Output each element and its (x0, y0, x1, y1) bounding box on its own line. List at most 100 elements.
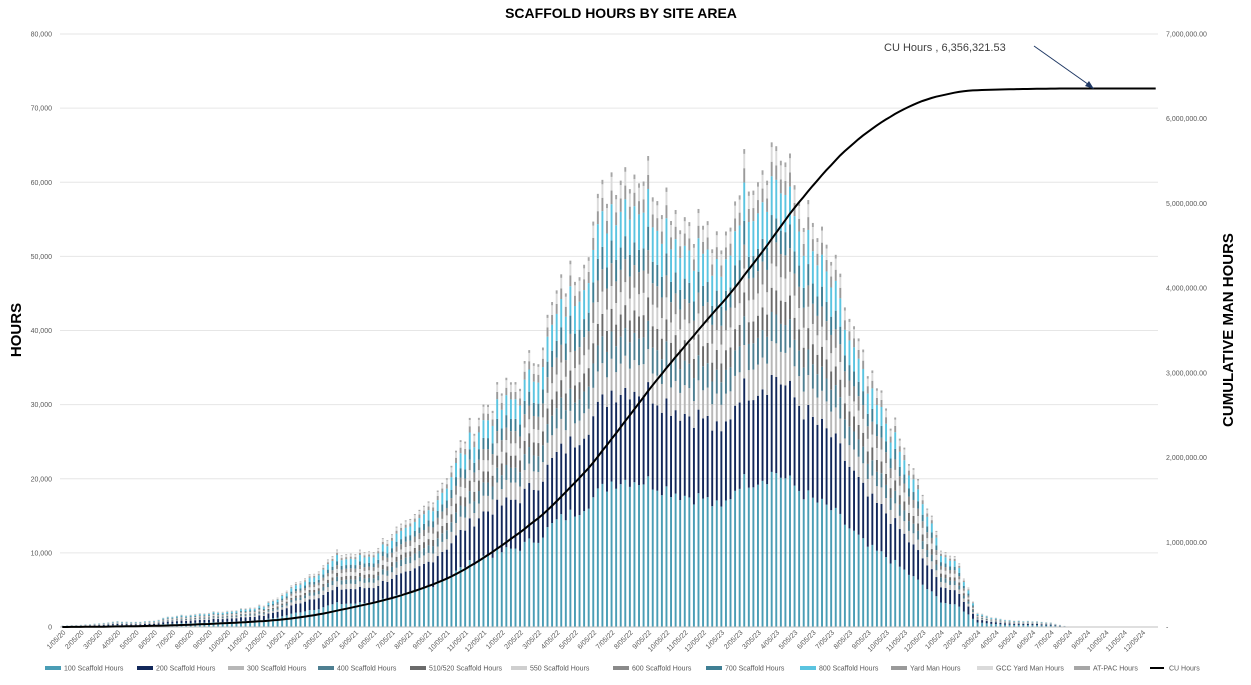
bar-segment (432, 503, 435, 508)
legend-swatch (228, 666, 244, 670)
bar-segment (761, 202, 764, 239)
bar-segment (198, 619, 201, 623)
bar-segment (761, 174, 764, 189)
bar-segment (711, 324, 714, 344)
bar-segment (546, 327, 549, 337)
bar-segment (784, 325, 787, 353)
bar-segment (505, 547, 508, 627)
bar-segment (409, 526, 412, 536)
bar-segment (843, 329, 846, 356)
bar-segment (862, 368, 865, 392)
bar-segment (894, 425, 897, 433)
bar-segment (413, 518, 416, 522)
bar-segment (734, 231, 737, 266)
bar-segment (843, 403, 846, 420)
bar-segment (802, 419, 805, 500)
bar-segment (706, 225, 709, 238)
bar-segment (592, 497, 595, 627)
bar-segment (491, 557, 494, 627)
bar-segment (615, 259, 618, 282)
bar-segment (441, 580, 444, 627)
bar-segment (747, 191, 750, 196)
bar-segment (386, 557, 389, 562)
bar-segment (404, 564, 407, 572)
bar-segment (596, 280, 599, 303)
bar-segment (551, 458, 554, 524)
bar-segment (509, 499, 512, 549)
bar-segment (1004, 620, 1006, 621)
bar-segment (647, 174, 650, 189)
bar-segment (381, 541, 384, 545)
bar-segment (381, 538, 384, 540)
bar-segment (953, 558, 956, 562)
bar-segment (674, 214, 677, 227)
bar-segment (445, 488, 448, 501)
bar-segment (761, 284, 764, 308)
bar-segment (212, 615, 215, 617)
bar-segment (345, 554, 348, 555)
bar-segment (958, 579, 961, 583)
bar-segment (692, 427, 695, 505)
bar-segment (761, 480, 764, 627)
bar-segment (487, 511, 489, 556)
bar-segment (880, 399, 883, 407)
bar-segment (1017, 624, 1020, 627)
bar-segment (372, 582, 375, 589)
bar-segment (267, 607, 270, 609)
bar-segment (221, 615, 224, 617)
bar-segment (317, 571, 320, 573)
bar-segment (285, 603, 288, 606)
bar-segment (404, 520, 407, 522)
bar-segment (523, 454, 526, 471)
bar-segment (628, 189, 631, 194)
bar-segment (747, 487, 750, 627)
bar-segment (450, 575, 453, 627)
bar-segment (985, 617, 988, 619)
x-tick-label: 6/05/22 (577, 629, 599, 651)
bar-segment (473, 513, 476, 527)
bar-segment (889, 442, 892, 459)
bar-segment (395, 526, 398, 528)
bar-segment (564, 306, 567, 317)
bar-segment (610, 481, 613, 627)
bar-segment (326, 579, 329, 584)
bar-segment (807, 285, 810, 307)
bar-segment (688, 303, 691, 324)
bar-segment (633, 174, 636, 180)
bar-segment (889, 436, 892, 443)
bar-segment (935, 550, 938, 555)
bar-segment (317, 572, 320, 574)
bar-segment (834, 507, 837, 627)
bar-segment (368, 551, 371, 553)
bar-segment (606, 288, 608, 310)
bar-segment (267, 608, 270, 611)
bar-segment (866, 393, 869, 414)
bar-segment (606, 233, 608, 268)
bar-segment (514, 482, 517, 500)
bar-segment (647, 250, 650, 274)
bar-segment (674, 226, 677, 240)
bar-segment (807, 490, 810, 627)
bar-segment (839, 361, 842, 380)
bar-segment (976, 614, 979, 616)
bar-segment (258, 610, 261, 612)
bar-segment (331, 580, 334, 586)
bar-segment (917, 530, 920, 540)
bar-segment (528, 463, 531, 484)
bar-segment (253, 615, 256, 617)
bar-segment (601, 246, 604, 270)
bar-segment (455, 512, 457, 523)
bar-segment (455, 457, 457, 464)
bar-segment (377, 563, 380, 568)
bar-segment (482, 555, 485, 627)
bar-segment (981, 619, 984, 621)
bar-segment (720, 265, 723, 277)
bar-segment (473, 433, 476, 436)
bar-segment (491, 412, 494, 420)
bar-segment (262, 607, 265, 609)
bar-segment (912, 576, 915, 627)
bar-segment (747, 195, 750, 209)
bar-segment (171, 617, 174, 619)
bar-segment (413, 590, 416, 627)
bar-segment (633, 265, 636, 288)
